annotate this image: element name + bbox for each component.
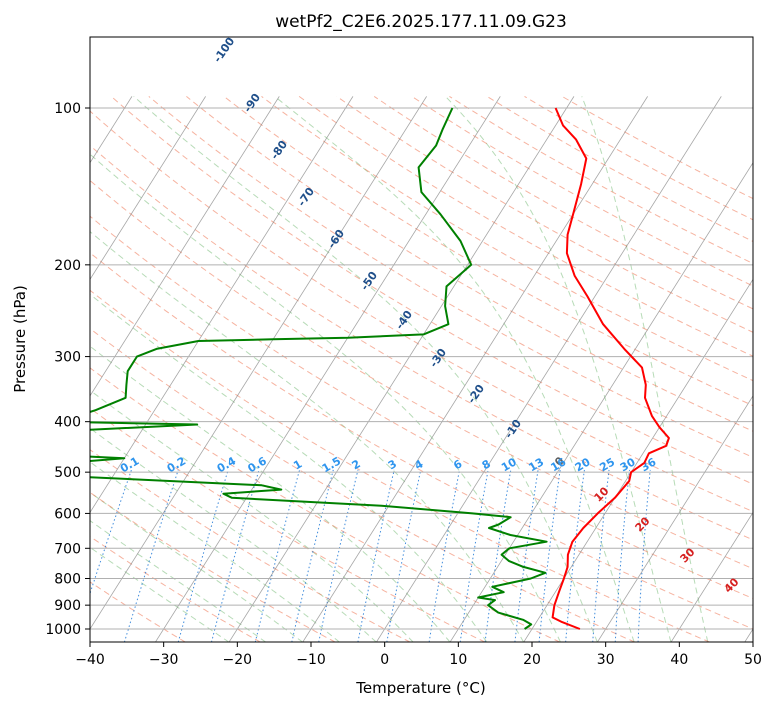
- y-axis: 100 200 300 400 500 600 700 800 900 1000: [45, 101, 90, 638]
- mixing-ratio-line: [637, 469, 651, 642]
- mixing-ratio-line: [210, 469, 260, 642]
- x-tick-label: 20: [523, 652, 541, 668]
- y-tick-label: 300: [54, 350, 81, 366]
- y-tick-label: 200: [54, 258, 81, 274]
- isotherm-line: [90, 96, 354, 514]
- temperature-trace: [551, 107, 670, 630]
- dry-adiabat-line: [90, 144, 753, 541]
- chart-title: wetPf2_C2E6.2025.177.11.09.G23: [275, 12, 567, 32]
- mixing-ratio-line: [565, 469, 585, 642]
- dewpoint-trace: [90, 107, 548, 630]
- y-tick-label: 900: [54, 598, 81, 614]
- isotherm-line: [449, 162, 753, 642]
- mixing-ratio-line: [254, 469, 301, 642]
- isotherm-line: [90, 96, 206, 281]
- x-tick-label: −40: [75, 652, 105, 668]
- sounding-traces: [90, 107, 670, 630]
- isotherm-line: [90, 96, 427, 630]
- x-tick-label: −30: [149, 652, 179, 668]
- dry-adiabat-line: [90, 491, 336, 642]
- moist-adiabat-line: [90, 427, 377, 642]
- isotherm-line: [302, 96, 648, 642]
- dry-adiabat-line: [261, 95, 753, 382]
- isotherm-line: [523, 278, 753, 642]
- x-tick-label: −10: [296, 652, 326, 668]
- x-tick-label: −20: [223, 652, 253, 668]
- moist-adiabat-line: [274, 96, 635, 642]
- isotherm-line: [228, 96, 575, 642]
- x-tick-label: 40: [670, 652, 688, 668]
- isotherm-line: [596, 395, 753, 642]
- mixing-ratio-line: [386, 469, 422, 642]
- isotherm-line: [154, 96, 501, 642]
- mixing-ratio-line: [123, 469, 179, 642]
- y-tick-label: 700: [54, 541, 81, 557]
- y-tick-label: 800: [54, 572, 81, 588]
- mixing-ratio-line: [614, 469, 630, 642]
- dry-adiabat-line: [298, 95, 753, 357]
- mixing-ratio-line: [357, 469, 395, 642]
- y-tick-label: 100: [54, 101, 81, 117]
- plot-area: -100-90-80-70-60-50-40-30-20-10010203040…: [90, 37, 753, 642]
- moist-adiabat-line: [90, 546, 230, 642]
- x-axis: −40 −30 −20 −10 0 10 20 30 40 50: [75, 642, 762, 668]
- dry-adiabat-line: [148, 96, 753, 458]
- isotherms: [90, 96, 753, 642]
- plot-frame: [89, 36, 754, 643]
- dry-adiabat-line: [186, 96, 753, 432]
- mixing-ratio-line: [592, 469, 610, 642]
- mixing-ratio-line: [514, 469, 539, 642]
- x-tick-label: 0: [380, 652, 389, 668]
- mixing-ratio-line: [428, 469, 461, 642]
- mixing-ratio-line: [318, 469, 359, 642]
- dry-adiabat-line: [90, 179, 753, 570]
- x-tick-label: 10: [449, 652, 467, 668]
- x-axis-label: Temperature (°C): [355, 679, 485, 697]
- mixing-ratio-line: [538, 469, 561, 642]
- isotherm-line: [670, 511, 753, 642]
- mixing-ratio-line: [291, 469, 334, 642]
- isotherm-line: [90, 96, 280, 397]
- mixing-ratio-line: [484, 469, 512, 642]
- y-tick-label: 1000: [45, 622, 81, 638]
- x-tick-label: 30: [597, 652, 615, 668]
- isobars: [90, 107, 753, 630]
- moist-adiabat-line: [90, 461, 340, 642]
- dry-adiabat-line: [90, 110, 753, 513]
- moist-adiabat-line: [581, 96, 709, 642]
- mixing-ratio-line: [177, 469, 229, 642]
- mixing-ratio-line: [90, 469, 132, 595]
- y-axis-label: Pressure (hPa): [11, 285, 29, 393]
- y-tick-label: 500: [54, 465, 81, 481]
- y-tick-label: 400: [54, 415, 81, 431]
- x-tick-label: 50: [744, 652, 762, 668]
- moist-adiabat-line: [90, 520, 267, 642]
- y-tick-label: 600: [54, 506, 81, 522]
- dry-adiabat-line: [90, 215, 753, 599]
- isotherm-line: [375, 96, 722, 642]
